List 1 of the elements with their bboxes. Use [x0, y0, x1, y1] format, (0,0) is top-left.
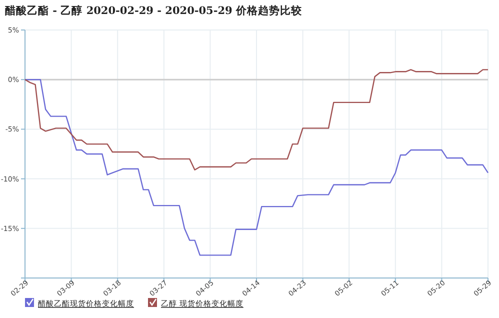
- chart-title: 醋酸乙酯 - 乙醇 2020-02-29 - 2020-05-29 价格趋势比较: [5, 4, 303, 17]
